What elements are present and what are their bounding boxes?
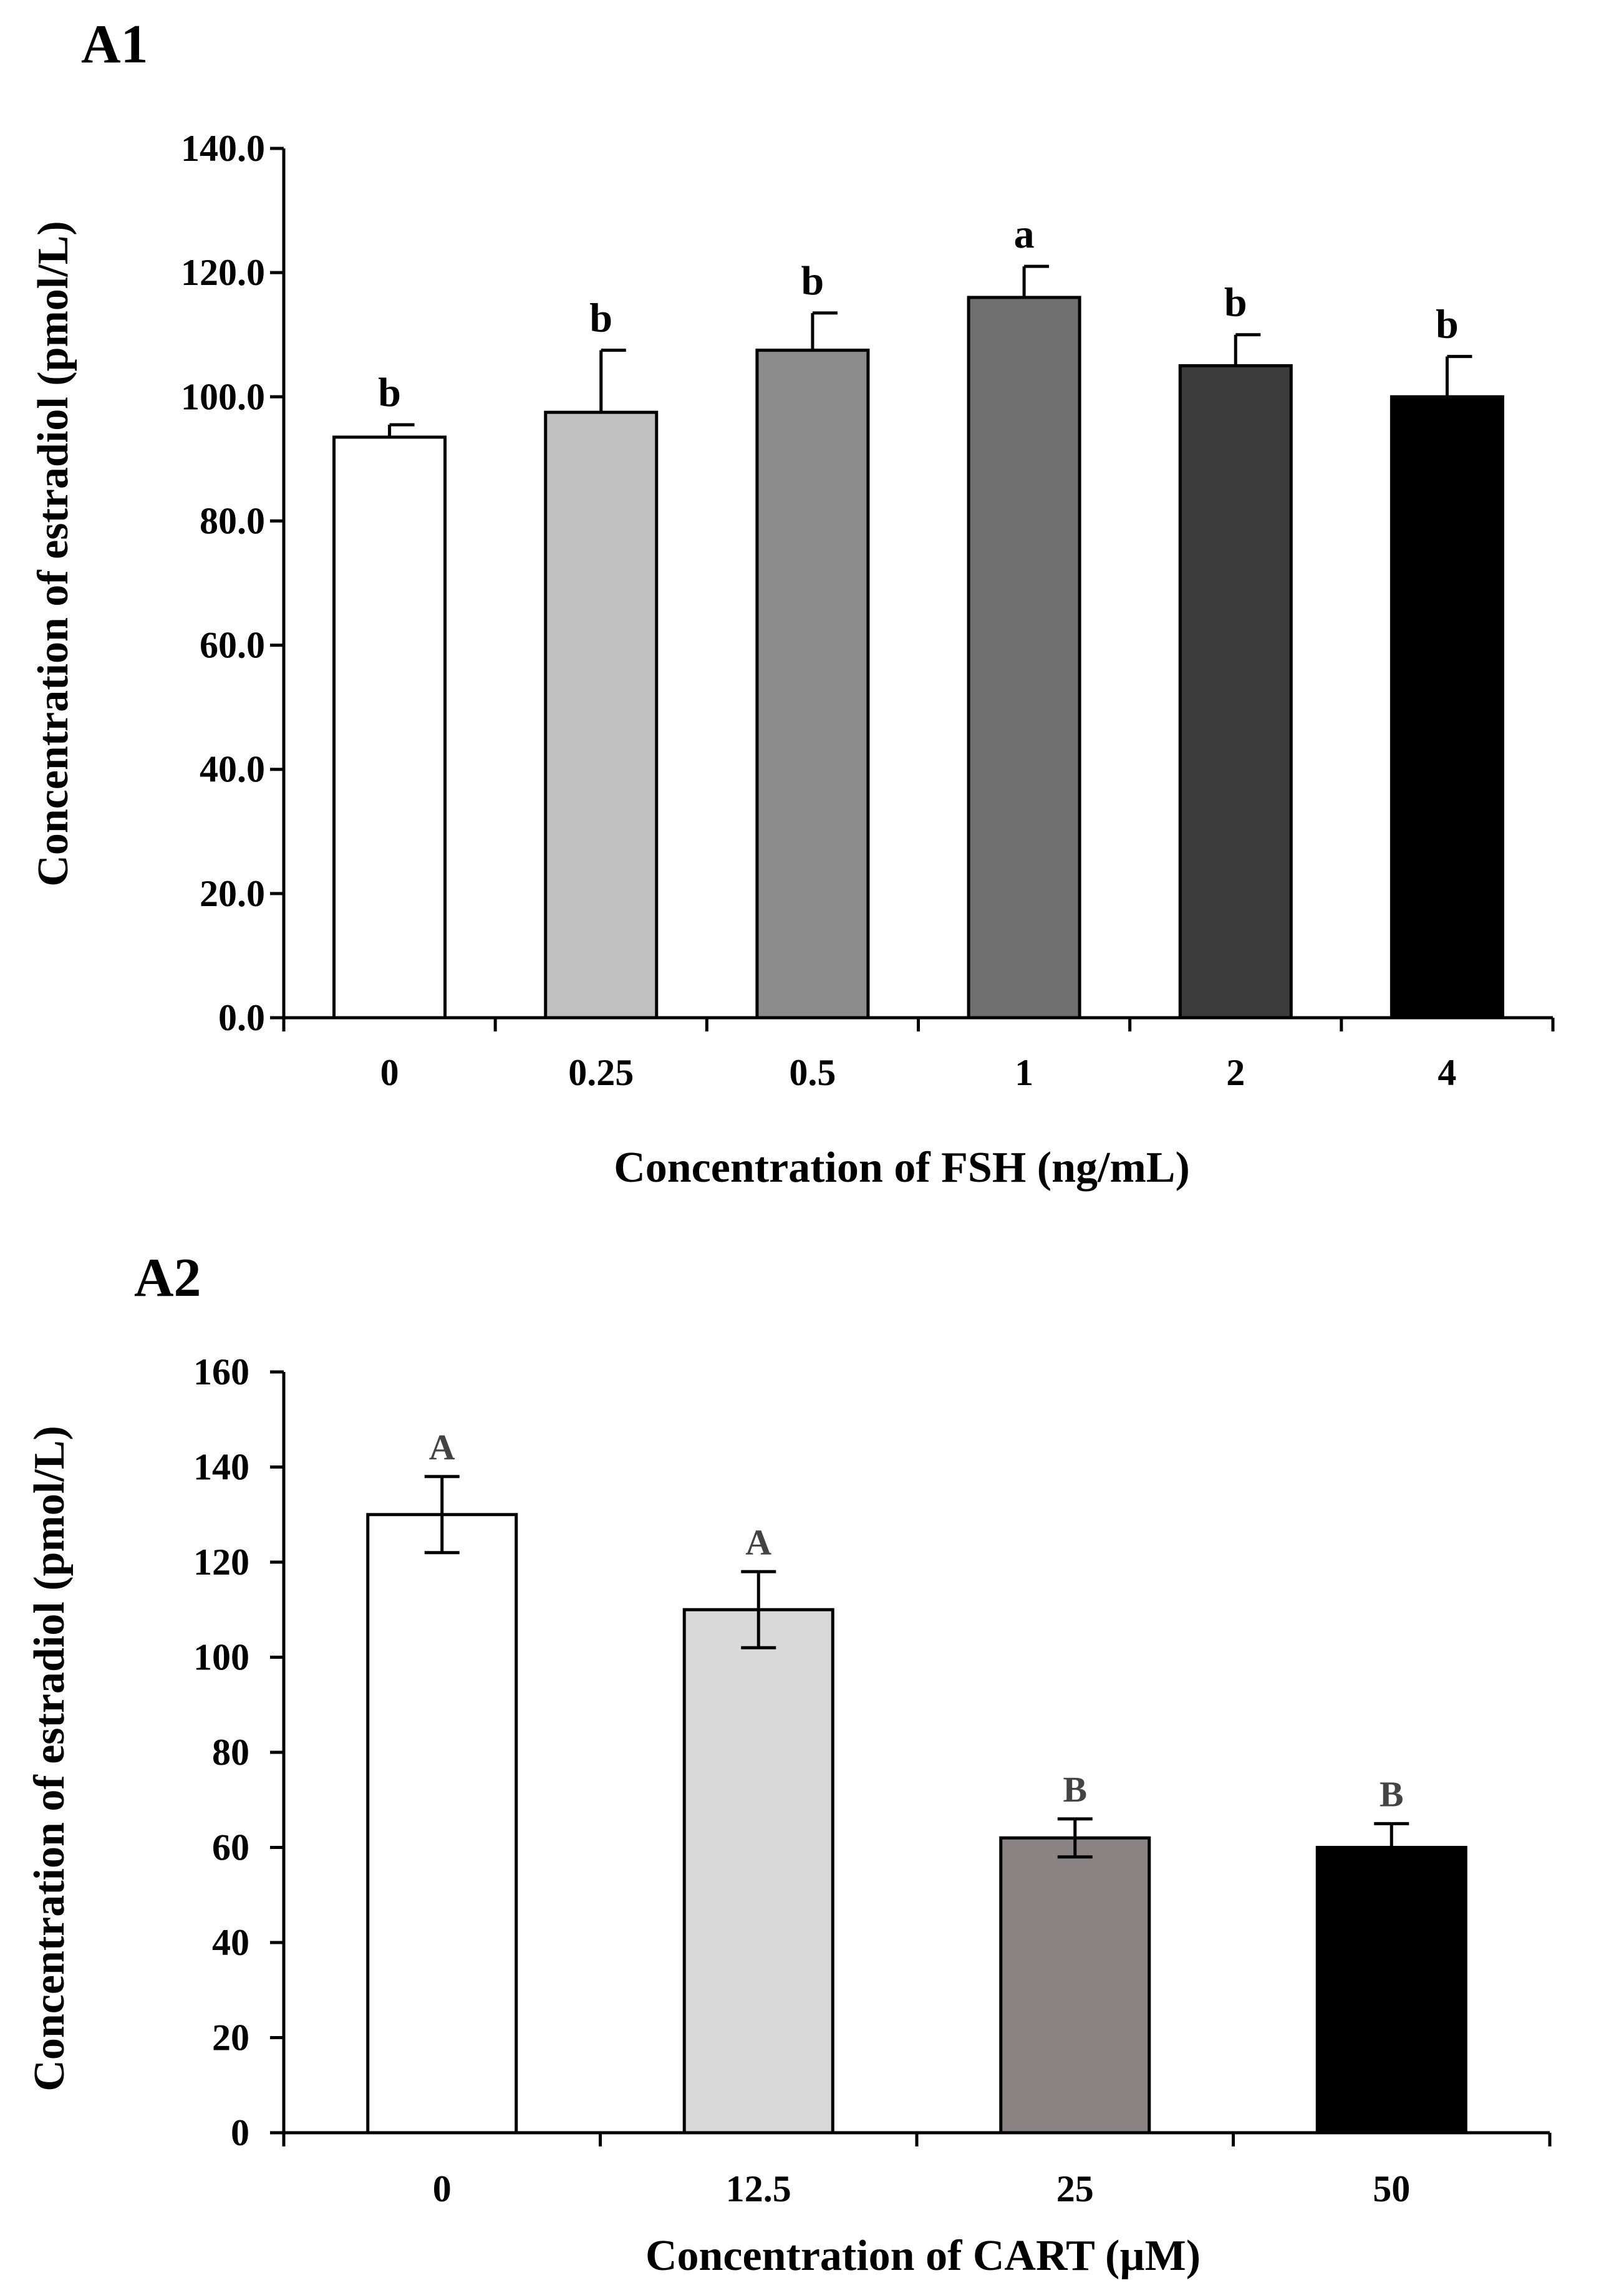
bar-a2-3	[1315, 1846, 1467, 2135]
y-tick-label-a1-3: 60.0	[200, 625, 265, 666]
error-bar-a1-4	[1234, 333, 1261, 366]
error-bar-a2-3	[1374, 1822, 1409, 1873]
panel-label-a1: A1	[81, 14, 148, 75]
x-axis-title-a1: Concentration of FSH (ng/mL)	[614, 1144, 1190, 1192]
x-tick-label-a1-5: 4	[1438, 1052, 1456, 1093]
error-bar-a2-2	[1057, 1817, 1093, 1859]
error-bar-a1-5	[1445, 355, 1472, 397]
significance-label-a2-3: B	[1380, 1774, 1404, 1814]
error-bar-a1-1	[599, 349, 626, 413]
bar-a2-0	[366, 1513, 518, 2135]
significance-label-a1-4: b	[1224, 280, 1247, 326]
significance-label-a1-0: b	[378, 370, 401, 415]
y-tick-label-a2-5: 100	[193, 1637, 249, 1678]
y-tick-label-a1-2: 40.0	[200, 749, 265, 790]
y-tick-label-a2-7: 140	[193, 1447, 249, 1488]
bar-a1-4	[1178, 364, 1293, 1020]
bar-a1-3	[967, 296, 1081, 1020]
error-bar-a1-3	[1022, 264, 1050, 297]
y-tick-label-a2-1: 20	[212, 2017, 249, 2059]
bar-a1-5	[1390, 395, 1504, 1020]
y-tick-label-a2-0: 0	[231, 2112, 249, 2153]
significance-label-a2-1: A	[745, 1522, 771, 1562]
y-tick-label-a2-6: 120	[193, 1542, 249, 1583]
x-tick-label-a1-0: 0	[380, 1052, 399, 1093]
y-axis-title-a1: Concentration of estradiol (pmol/L)	[29, 221, 77, 886]
y-axis-title-a2: Concentration of estradiol (pmol/L)	[26, 1426, 74, 2091]
x-tick-label-a2-0: 0	[433, 2168, 452, 2209]
error-bar-a2-1	[741, 1570, 776, 1649]
panel-label-a2: A2	[134, 1248, 201, 1308]
y-tick-label-a2-4: 80	[212, 1732, 249, 1773]
y-tick-label-a1-1: 20.0	[200, 873, 265, 914]
y-tick-label-a1-5: 100.0	[181, 376, 265, 417]
x-tick-label-a2-2: 25	[1056, 2168, 1094, 2209]
y-tick-label-a2-8: 160	[193, 1351, 249, 1393]
y-tick-label-a2-3: 60	[212, 1827, 249, 1868]
y-tick-label-a1-7: 140.0	[181, 128, 265, 169]
y-tick-label-a1-0: 0.0	[218, 997, 265, 1038]
bar-a1-0	[332, 435, 447, 1020]
significance-label-a1-5: b	[1436, 302, 1459, 347]
x-tick-label-a1-4: 2	[1226, 1052, 1245, 1093]
x-tick-label-a2-1: 12.5	[726, 2168, 791, 2209]
error-bar-a2-0	[424, 1475, 460, 1555]
bar-a1-2	[755, 349, 870, 1020]
y-tick-label-a1-6: 120.0	[181, 252, 265, 293]
y-tick-label-a1-4: 80.0	[200, 500, 265, 541]
error-bar-a1-2	[811, 311, 838, 350]
error-bar-a1-0	[388, 423, 415, 438]
bar-a2-2	[999, 1836, 1151, 2135]
chart-a1: A1 Concentration of estradiol (pmol/L) C…	[29, 14, 1555, 1192]
significance-label-a1-2: b	[801, 258, 824, 304]
bar-a2-1	[682, 1608, 834, 2135]
bar-a1-1	[544, 410, 659, 1020]
x-tick-label-a1-2: 0.5	[789, 1052, 836, 1093]
x-tick-label-a1-1: 0.25	[568, 1052, 634, 1093]
significance-label-a1-1: b	[589, 296, 612, 341]
significance-label-a1-3: a	[1014, 211, 1035, 257]
significance-label-a2-0: A	[429, 1427, 455, 1467]
chart-a2: A2 Concentration of estradiol (pmol/L) C…	[26, 1248, 1552, 2280]
significance-label-a2-2: B	[1063, 1769, 1087, 1810]
x-axis-title-a2: Concentration of CART (µM)	[645, 2232, 1201, 2280]
x-tick-label-a2-3: 50	[1373, 2168, 1410, 2209]
y-tick-label-a2-2: 40	[212, 1922, 249, 1963]
x-tick-label-a1-3: 1	[1015, 1052, 1033, 1093]
